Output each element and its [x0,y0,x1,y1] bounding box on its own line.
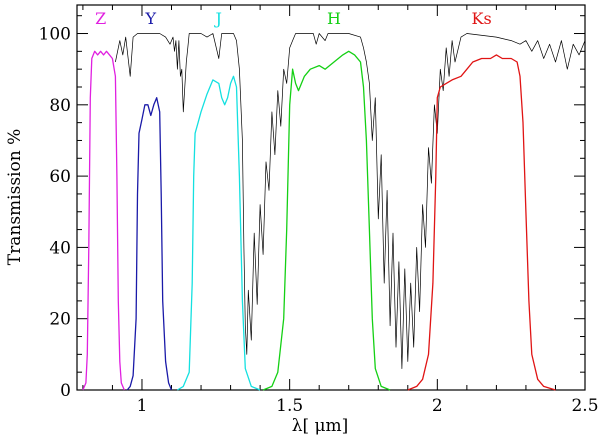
band-label-z: Z [95,9,106,28]
x-tick-label: 2 [432,396,443,416]
series-line-ks [407,54,556,391]
series-line-atmosphere [115,33,586,369]
plot-frame [76,4,586,391]
series-line-y [126,97,173,391]
series-line-j [177,75,261,391]
y-tick-label: 20 [49,310,71,330]
x-axis-label: λ[ μm] [292,416,349,436]
y-tick-label: 80 [49,96,71,116]
x-tick-label: 1 [137,396,148,416]
series-line-h [262,50,391,391]
band-label-j: J [214,9,222,28]
band-label-ks: Ks [472,9,492,28]
x-tick-label: 1.5 [276,396,303,416]
series-layer [82,33,586,391]
band-label-y: Y [145,9,157,28]
y-tick-label: 40 [49,238,71,258]
x-tick-label: 2.5 [571,396,598,416]
band-labels: Z Y J H Ks [95,9,492,28]
y-tick-label: 100 [39,25,71,45]
y-tick-label: 60 [49,167,71,187]
y-tick-label: 0 [60,381,71,401]
band-label-h: H [327,9,341,28]
y-axis-label: Transmission % [5,129,25,265]
series-line-z [82,50,125,391]
ticks: 1 1.5 2 2.5 0 20 40 60 80 100 [39,5,599,416]
